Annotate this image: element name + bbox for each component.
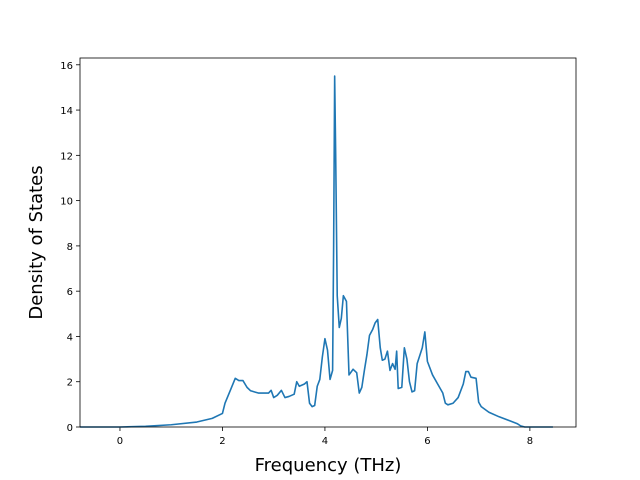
- x-tick-label: 6: [424, 436, 430, 447]
- y-tick-label: 12: [60, 151, 73, 162]
- x-tick-label: 4: [322, 436, 328, 447]
- y-tick-label: 10: [60, 197, 73, 208]
- y-tick-label: 4: [67, 332, 73, 343]
- x-tick-label: 2: [219, 436, 225, 447]
- y-tick-label: 14: [60, 106, 73, 117]
- y-tick-label: 8: [67, 242, 73, 253]
- plot-area: [80, 58, 576, 427]
- x-tick-label: 0: [117, 436, 123, 447]
- y-tick-label: 2: [67, 378, 73, 389]
- y-axis-label: Density of States: [26, 165, 47, 319]
- y-tick-label: 0: [67, 423, 73, 434]
- x-axis-label: Frequency (THz): [255, 455, 402, 476]
- axis-ticks: 0 2 4 6 8 0 2 4 6 8 10 12 14 16: [60, 61, 533, 447]
- plot-frame: [79, 57, 577, 428]
- y-tick-label: 16: [60, 61, 73, 72]
- y-tick-label: 6: [67, 287, 73, 298]
- x-tick-label: 8: [527, 436, 533, 447]
- dos-series-line: [80, 75, 553, 428]
